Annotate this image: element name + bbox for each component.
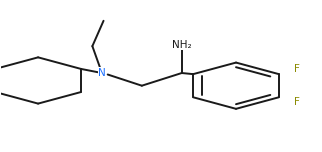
Text: F: F [294,97,300,107]
Text: F: F [294,64,300,74]
Text: N: N [98,68,106,78]
Text: NH₂: NH₂ [172,40,192,50]
